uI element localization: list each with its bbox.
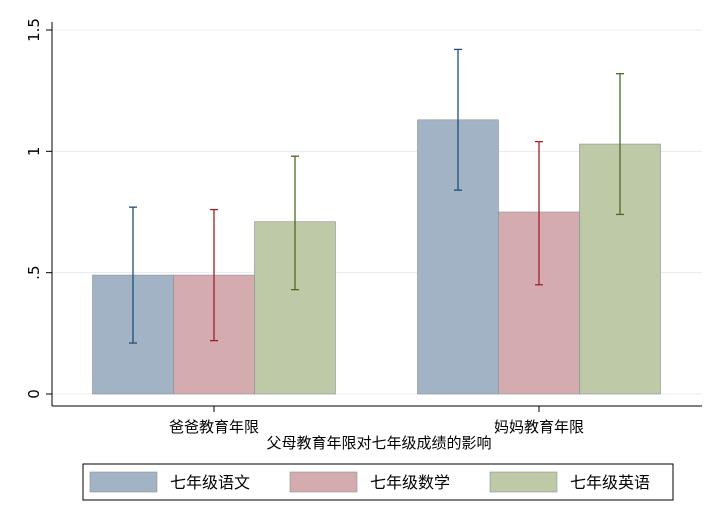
y-tick-label: 1.5: [25, 18, 43, 42]
x-tick-label: 妈妈教育年限: [494, 418, 584, 436]
x-tick-label: 爸爸教育年限: [169, 418, 259, 436]
y-ticks: 0 .5 1 1.5: [25, 18, 52, 399]
legend-swatch: [489, 471, 558, 493]
x-ticks: 爸爸教育年限 妈妈教育年限: [169, 406, 584, 436]
legend-label: 七年级语文: [170, 473, 250, 492]
legend-label: 七年级英语: [570, 473, 650, 492]
legend-swatch: [289, 471, 358, 493]
y-tick-label: 0: [25, 389, 43, 399]
y-tick-label: 1: [25, 147, 43, 157]
error-bars: [129, 48, 624, 344]
y-tick-label: .5: [25, 266, 43, 280]
x-axis-title: 父母教育年限对七年级成绩的影响: [266, 434, 491, 452]
legend: 七年级语文 七年级数学 七年级英语: [82, 463, 674, 501]
legend-label: 七年级数学: [370, 473, 450, 492]
legend-swatch: [89, 471, 158, 493]
legend-box: [82, 463, 674, 501]
